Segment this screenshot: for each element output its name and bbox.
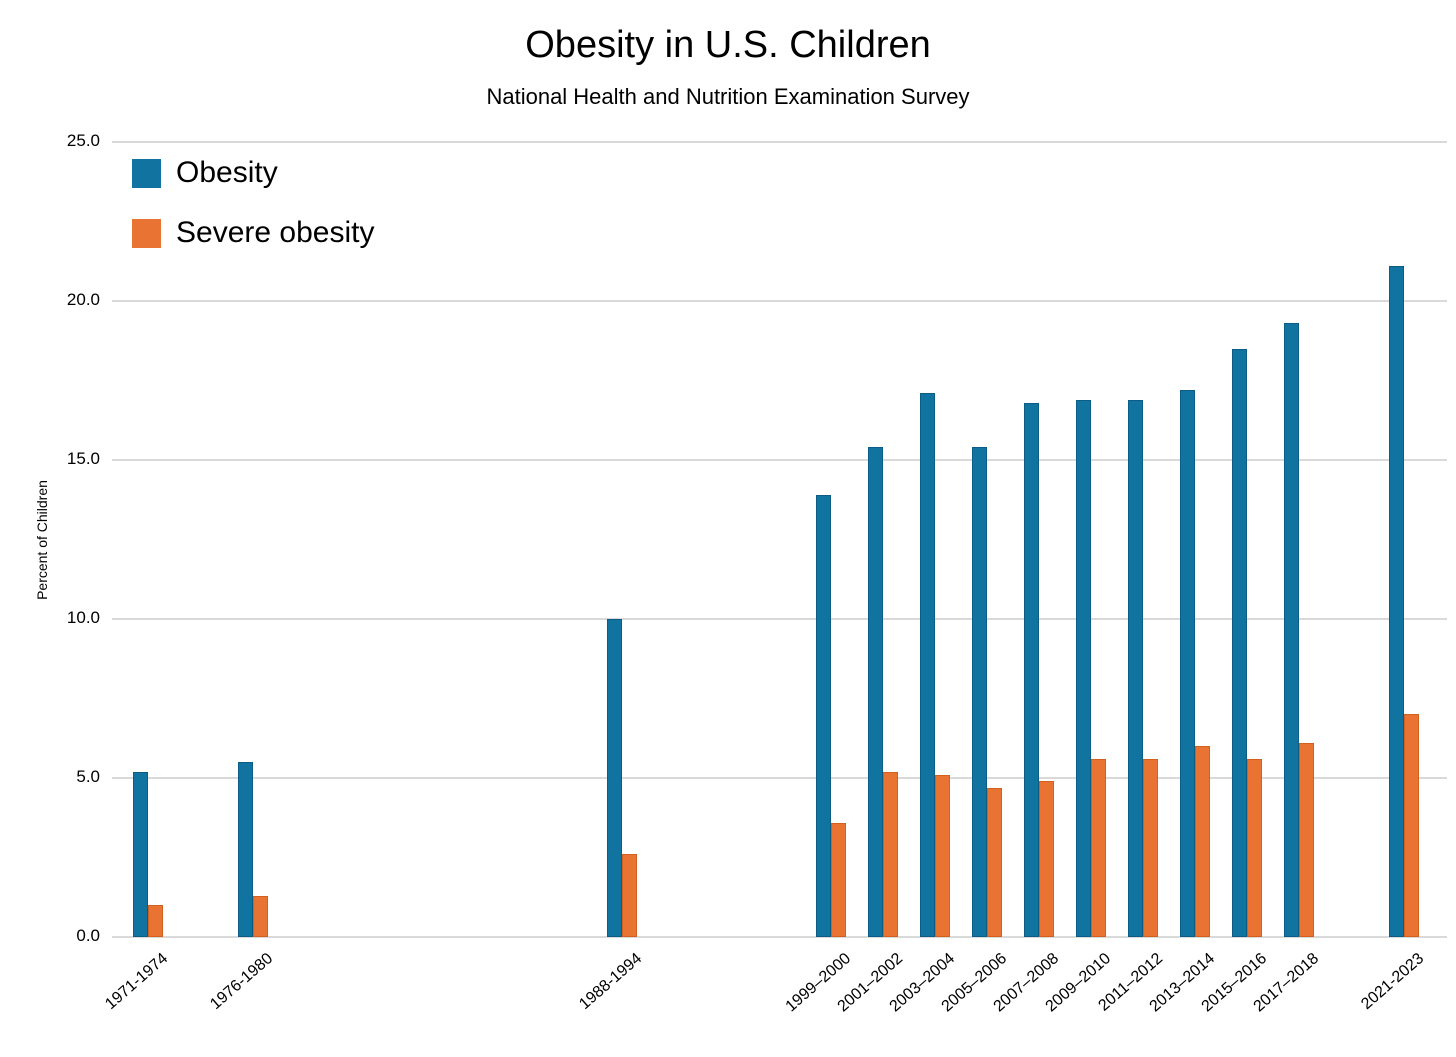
bar-severe-obesity-2009–2010 (1091, 758, 1106, 937)
gridline-5 (112, 777, 1447, 779)
bar-severe-obesity-2017–2018 (1299, 743, 1314, 937)
y-tick-label-10.0: 10.0 (66, 608, 100, 627)
bar-obesity-2017–2018 (1284, 323, 1299, 937)
bar-severe-obesity-1999–2000 (831, 822, 846, 937)
x-tick-label-1976-1980: 1976-1980 (207, 950, 277, 1014)
x-tick-label-2021-2023: 2021-2023 (1358, 950, 1428, 1014)
bar-obesity-2005–2006 (972, 447, 987, 937)
bar-severe-obesity-2021-2023 (1404, 714, 1419, 937)
bar-severe-obesity-1976-1980 (253, 895, 268, 937)
bar-severe-obesity-2013–2014 (1195, 746, 1210, 937)
bar-obesity-1971-1974 (133, 771, 148, 937)
y-tick-label-25.0: 25.0 (66, 131, 100, 150)
bar-severe-obesity-2007–2008 (1039, 781, 1054, 937)
bar-obesity-2011–2012 (1128, 399, 1143, 937)
legend-label-obesity: Obesity (176, 156, 278, 189)
bar-severe-obesity-2003–2004 (935, 774, 950, 937)
y-tick-label-5.0: 5.0 (76, 767, 100, 786)
gridline-15 (112, 459, 1447, 461)
bar-severe-obesity-1971-1974 (148, 905, 163, 937)
x-tick-label-1971-1974: 1971-1974 (102, 950, 172, 1014)
bar-severe-obesity-2005–2006 (987, 787, 1002, 937)
bar-obesity-1988-1994 (607, 619, 622, 937)
bar-severe-obesity-2011–2012 (1143, 758, 1158, 937)
bar-severe-obesity-1988-1994 (622, 854, 637, 937)
bar-severe-obesity-2001–2002 (883, 771, 898, 937)
y-axis-title: Percent of Children (34, 480, 50, 600)
legend-item-severe-obesity: Severe obesity (132, 216, 374, 250)
plot-area: Obesity Severe obesity (112, 141, 1447, 938)
bar-obesity-2007–2008 (1024, 402, 1039, 937)
legend-label-severe-obesity: Severe obesity (176, 216, 375, 249)
x-tick-label-1988-1994: 1988-1994 (576, 950, 646, 1014)
legend: Obesity Severe obesity (132, 156, 374, 276)
y-tick-label-20.0: 20.0 (66, 290, 100, 309)
bar-obesity-2015–2016 (1232, 348, 1247, 937)
legend-item-obesity: Obesity (132, 156, 374, 190)
chart-title: Obesity in U.S. Children (525, 24, 931, 66)
y-tick-label-0.0: 0.0 (76, 926, 100, 945)
gridline-20 (112, 300, 1447, 302)
chart-subtitle: National Health and Nutrition Examinatio… (486, 84, 970, 109)
bar-obesity-2021-2023 (1389, 266, 1404, 937)
gridline-25 (112, 141, 1447, 143)
gridline-10 (112, 618, 1447, 620)
bar-obesity-2003–2004 (920, 393, 935, 937)
bar-obesity-1999–2000 (816, 494, 831, 937)
bar-obesity-1976-1980 (238, 762, 253, 937)
y-tick-label-15.0: 15.0 (66, 449, 100, 468)
legend-swatch-severe-obesity (132, 218, 161, 248)
legend-swatch-obesity (132, 158, 161, 188)
bar-severe-obesity-2015–2016 (1247, 758, 1262, 937)
bar-obesity-2001–2002 (868, 447, 883, 937)
bar-obesity-2013–2014 (1180, 390, 1195, 937)
gridline-0 (112, 936, 1447, 938)
bar-obesity-2009–2010 (1076, 399, 1091, 937)
